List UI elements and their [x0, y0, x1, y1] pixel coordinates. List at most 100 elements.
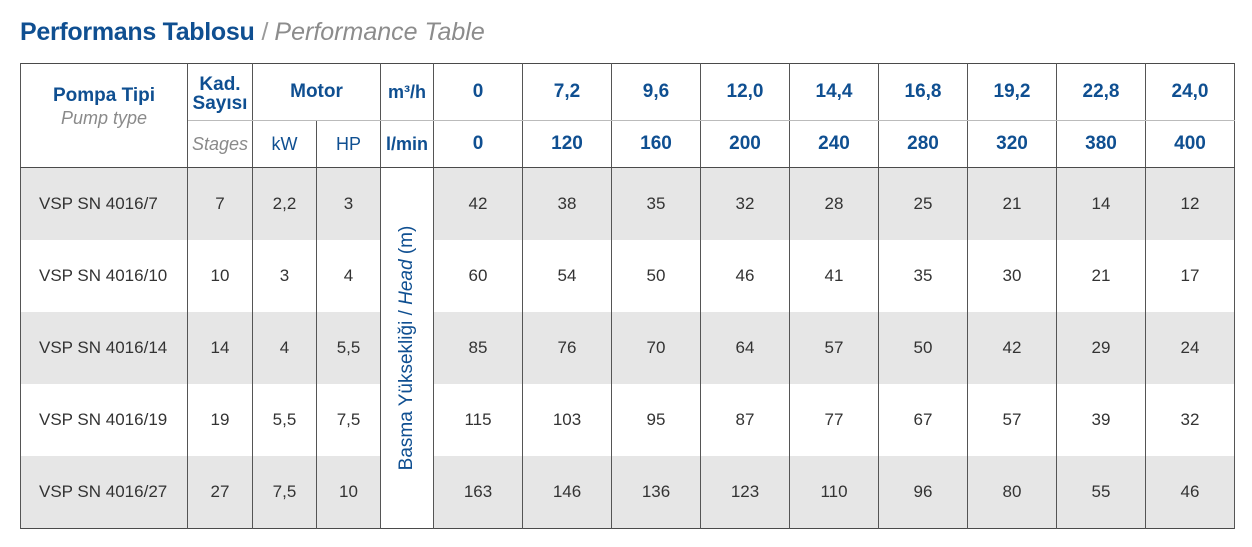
- title-separator: /: [261, 18, 269, 46]
- table-row: VSP SN 4016/10 10 3 4 60 54 50 46 41 35 …: [20, 240, 1236, 312]
- flow-m3h-4: 14,4: [789, 63, 880, 121]
- head-cell: 80: [967, 456, 1058, 529]
- head-cell: 28: [789, 167, 880, 240]
- table-row: VSP SN 4016/19 19 5,5 7,5 115 103 95 87 …: [20, 384, 1236, 456]
- head-cell: 46: [700, 240, 791, 312]
- hp-label: HP: [336, 133, 362, 154]
- head-axis-label: Basma Yüksekliği / Head (m): [380, 167, 435, 529]
- head-cell: 110: [789, 456, 880, 529]
- header-row-lmin: Stages kW HP l/min 0 120 160 200 240 280…: [21, 120, 1236, 168]
- head-cell: 123: [700, 456, 791, 529]
- model-cell: VSP SN 4016/10: [20, 240, 188, 312]
- pump-type-en: Pump type: [60, 107, 148, 128]
- unit-m3h-header: m³/h: [380, 63, 435, 121]
- head-cell: 42: [967, 312, 1058, 384]
- pump-type-header: Pompa Tipi Pump type: [20, 63, 188, 168]
- flow-m3h-7: 22,8: [1056, 63, 1147, 121]
- head-cell: 32: [1145, 384, 1236, 456]
- table-row: VSP SN 4016/14 14 4 5,5 85 76 70 64 57 5…: [20, 312, 1236, 384]
- kw-cell: 7,5: [252, 456, 317, 529]
- head-axis-unit: (m): [396, 225, 418, 255]
- model-cell: VSP SN 4016/19: [20, 384, 188, 456]
- head-cell: 35: [878, 240, 969, 312]
- stages-cell: 14: [187, 312, 253, 384]
- head-cell: 21: [1056, 240, 1147, 312]
- flow-lmin-4: 240: [789, 120, 880, 168]
- stages-en: Stages: [191, 133, 249, 154]
- page-title: Performans Tablosu / Performance Table: [20, 18, 485, 52]
- head-cell: 17: [1145, 240, 1236, 312]
- head-cell: 60: [433, 240, 524, 312]
- stages-cell: 27: [187, 456, 253, 529]
- head-cell: 136: [611, 456, 702, 529]
- head-cell: 103: [522, 384, 613, 456]
- head-cell: 50: [878, 312, 969, 384]
- flow-lmin-6: 320: [967, 120, 1058, 168]
- flow-m3h-1: 7,2: [522, 63, 613, 121]
- model-cell: VSP SN 4016/27: [20, 456, 188, 529]
- hp-cell: 4: [315, 240, 382, 312]
- unit-lmin-header: l/min: [380, 120, 435, 168]
- head-cell: 57: [789, 312, 880, 384]
- table-row: VSP SN 4016/7 7 2,2 3 Basma Yüksekliği /…: [20, 167, 1236, 529]
- pump-type-tr: Pompa Tipi: [52, 84, 156, 106]
- kw-header: kW: [252, 120, 317, 168]
- flow-lmin-2: 160: [611, 120, 702, 168]
- kw-cell: 5,5: [252, 384, 317, 456]
- header-row-m3h: Pompa Tipi Pump type Kad. Sayısı Motor m…: [20, 63, 1236, 168]
- flow-m3h-6: 19,2: [967, 63, 1058, 121]
- kw-cell: 2,2: [252, 167, 317, 240]
- head-cell: 57: [967, 384, 1058, 456]
- stages-header: Kad. Sayısı: [187, 63, 253, 121]
- stages-cell: 7: [187, 167, 253, 240]
- flow-m3h-3: 12,0: [700, 63, 791, 121]
- head-cell: 87: [700, 384, 791, 456]
- motor-label: Motor: [290, 81, 343, 102]
- flow-lmin-0: 0: [433, 120, 524, 168]
- head-cell: 67: [878, 384, 969, 456]
- head-cell: 46: [1145, 456, 1236, 529]
- hp-cell: 3: [315, 167, 382, 240]
- flow-lmin-7: 380: [1056, 120, 1147, 168]
- head-cell: 41: [789, 240, 880, 312]
- stages-tr-line1: Kad.: [199, 74, 241, 95]
- flow-m3h-0: 0: [433, 63, 524, 121]
- performance-table: Pompa Tipi Pump type Kad. Sayısı Motor m…: [20, 63, 1236, 529]
- head-cell: 146: [522, 456, 613, 529]
- motor-header: Motor: [251, 63, 382, 121]
- flow-lmin-1: 120: [522, 120, 613, 168]
- unit-lmin: l/min: [386, 133, 429, 154]
- hp-header: HP: [315, 120, 382, 168]
- model-cell: VSP SN 4016/7: [20, 167, 188, 240]
- flow-lmin-3: 200: [700, 120, 791, 168]
- head-cell: 163: [433, 456, 524, 529]
- flow-lmin-8: 400: [1145, 120, 1236, 168]
- head-cell: 38: [522, 167, 613, 240]
- unit-m3h: m³/h: [388, 81, 427, 102]
- head-cell: 70: [611, 312, 702, 384]
- hp-cell: 7,5: [315, 384, 382, 456]
- flow-m3h-5: 16,8: [878, 63, 969, 121]
- kw-cell: 3: [252, 240, 317, 312]
- head-cell: 14: [1056, 167, 1147, 240]
- head-cell: 77: [789, 384, 880, 456]
- title-english: Performance Table: [274, 18, 485, 46]
- head-axis-separator: /: [396, 310, 418, 316]
- head-cell: 29: [1056, 312, 1147, 384]
- head-cell: 39: [1056, 384, 1147, 456]
- head-cell: 21: [967, 167, 1058, 240]
- hp-cell: 5,5: [315, 312, 382, 384]
- head-cell: 95: [611, 384, 702, 456]
- head-cell: 12: [1145, 167, 1236, 240]
- head-axis-en: Head: [396, 259, 418, 305]
- table-row: VSP SN 4016/27 27 7,5 10 163 146 136 123…: [20, 456, 1236, 529]
- kw-label: kW: [271, 133, 298, 154]
- head-cell: 42: [433, 167, 524, 240]
- hp-cell: 10: [315, 456, 382, 529]
- head-cell: 54: [522, 240, 613, 312]
- head-cell: 85: [433, 312, 524, 384]
- head-axis-tr: Basma Yüksekliği: [396, 320, 418, 471]
- stages-cell: 19: [187, 384, 253, 456]
- head-cell: 35: [611, 167, 702, 240]
- head-cell: 55: [1056, 456, 1147, 529]
